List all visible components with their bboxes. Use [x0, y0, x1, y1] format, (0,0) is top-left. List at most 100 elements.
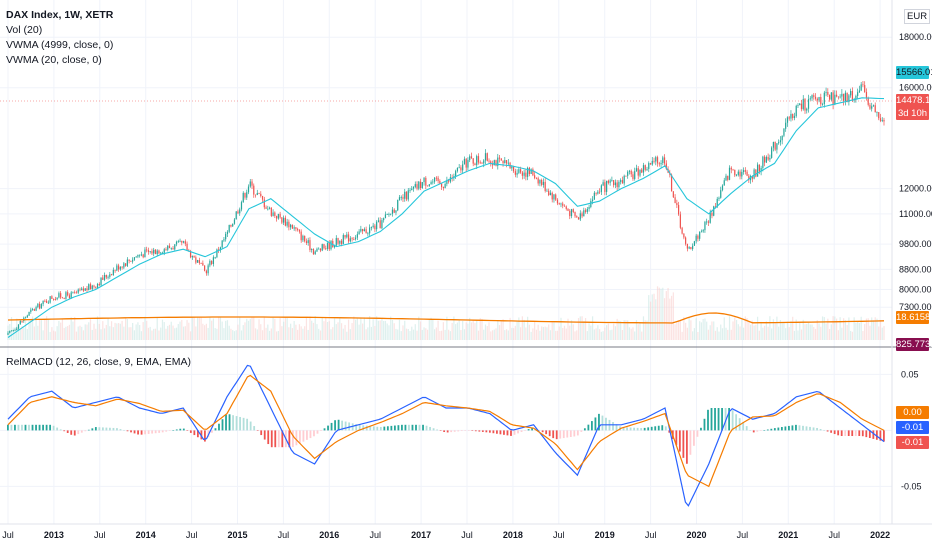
histogram-bar — [696, 430, 699, 437]
candle-body — [811, 95, 813, 99]
volume-bar — [739, 326, 741, 340]
histogram-bar — [63, 430, 66, 432]
histogram-bar — [116, 428, 118, 431]
histogram-bar — [415, 424, 417, 431]
histogram-bar — [636, 427, 639, 431]
volume-bar — [821, 316, 824, 340]
candle-body — [161, 252, 164, 254]
candle-body — [42, 300, 44, 305]
histogram-bar — [218, 423, 220, 431]
volume-bar — [193, 317, 195, 340]
volume-bar — [595, 328, 597, 340]
candle-body — [628, 170, 631, 172]
volume-bar — [799, 322, 801, 340]
histogram-bar — [791, 425, 794, 431]
volume-bar — [586, 331, 588, 340]
volume-bar — [858, 323, 861, 340]
volume-bar — [60, 322, 62, 340]
volume-bar — [590, 325, 592, 340]
time-axis-ticks: Jul 2013 Jul 2014 Jul 2015 Jul 2016 Jul 2017 Jul 20… — [2, 530, 890, 540]
candle-body — [527, 167, 529, 177]
candle-body — [163, 249, 165, 253]
volume-bar — [56, 326, 58, 340]
candle-body — [60, 293, 62, 298]
volume-bar — [449, 331, 452, 340]
volume-bar — [549, 330, 552, 340]
candle-body — [61, 297, 64, 299]
volume-bar — [54, 331, 57, 340]
currency-label[interactable]: EUR — [904, 9, 931, 24]
vwma-short-legend[interactable]: VWMA (20, close, 0) — [6, 54, 102, 66]
volume-bar — [95, 328, 97, 340]
candle-body — [518, 169, 520, 173]
candle-body — [353, 239, 355, 240]
symbol-title[interactable]: DAX Index, 1W, XETR — [6, 9, 114, 21]
volume-bar — [365, 329, 367, 340]
volume-bar — [474, 323, 476, 340]
candle-body — [230, 224, 232, 227]
candle-body — [728, 167, 731, 180]
volume-bar — [423, 327, 425, 340]
candle-body — [512, 166, 515, 172]
volume-bar — [725, 327, 727, 340]
volume-bar — [209, 316, 211, 340]
candle-body — [344, 235, 346, 238]
histogram-bar — [573, 430, 576, 437]
volume-bar — [377, 320, 380, 340]
histogram-bar — [601, 415, 604, 431]
volume-bar — [175, 327, 178, 340]
volume-bar — [851, 331, 854, 340]
volume-bar — [31, 316, 34, 340]
candle-body — [579, 213, 581, 220]
histogram-bar — [263, 430, 266, 440]
volume-bar — [749, 324, 752, 340]
volume-bar — [458, 319, 460, 340]
relmacd-legend[interactable]: RelMACD (12, 26, close, 9, EMA, EMA) — [6, 356, 191, 368]
histogram-bar — [288, 430, 291, 448]
vwma-long-legend[interactable]: VWMA (4999, close, 0) — [6, 39, 114, 51]
candle-body — [532, 169, 534, 176]
candle-body — [818, 97, 820, 101]
candle-body — [193, 255, 195, 258]
volume-bar — [51, 327, 53, 340]
histogram-bar — [323, 428, 326, 431]
histogram-bar — [362, 425, 365, 431]
histogram-bar — [211, 430, 213, 433]
volume-legend[interactable]: Vol (20) — [6, 24, 43, 36]
histogram-bar — [643, 427, 646, 431]
volume-bar — [102, 321, 104, 340]
candle-body — [809, 98, 811, 100]
time-tick-label: Jul — [2, 530, 14, 540]
candle-body — [611, 180, 613, 181]
volume-bar — [216, 328, 218, 340]
histogram-bar — [355, 424, 358, 431]
volume-bar — [656, 286, 659, 340]
candle-body — [825, 91, 827, 93]
volume-bar — [356, 318, 358, 340]
candle-body — [850, 91, 852, 96]
histogram-bar — [133, 430, 136, 434]
candle-body — [623, 175, 625, 184]
candle-body — [727, 175, 729, 180]
volume-bar — [330, 329, 332, 340]
histogram-bar — [605, 417, 607, 431]
candle-body — [100, 277, 102, 286]
candle-body — [500, 158, 502, 161]
volume-bar — [35, 317, 37, 340]
histogram-bar — [703, 418, 706, 431]
histogram-bar — [147, 430, 150, 434]
volume-bars — [7, 286, 885, 340]
histogram-bar — [91, 428, 94, 431]
candle-body — [598, 191, 601, 193]
volume-bar — [609, 330, 611, 340]
volume-bar — [641, 331, 643, 340]
candle-body — [274, 212, 276, 216]
volume-bar — [655, 299, 657, 340]
histogram-bar — [130, 430, 132, 433]
candle-body — [38, 303, 41, 309]
volume-bar — [765, 321, 767, 340]
candle-body — [89, 284, 92, 290]
candle-body — [240, 202, 243, 210]
price-tick-label: 11000.00 — [899, 209, 932, 219]
